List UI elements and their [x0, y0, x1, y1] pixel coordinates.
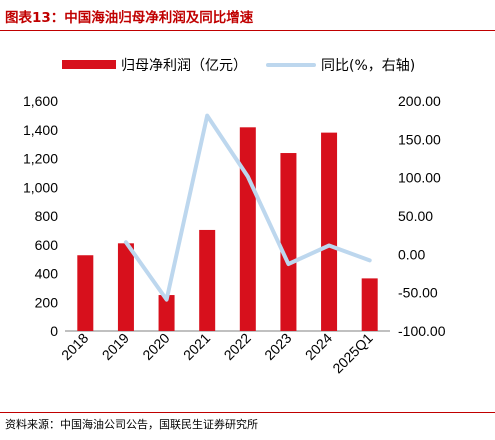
x-tick-label: 2024 — [302, 330, 335, 363]
bar — [361, 278, 378, 331]
bar — [199, 229, 216, 331]
bar-series — [77, 127, 378, 332]
x-tick-label: 2018 — [58, 330, 91, 363]
chart: 归母净利润（亿元） 同比(%，右轴) 0 200 400 600 800 1,000 1,20… — [23, 57, 446, 376]
y-left-tick-label: 800 — [35, 208, 59, 224]
bar — [117, 243, 134, 331]
x-tick-label: 2020 — [139, 330, 172, 363]
title-divider — [0, 30, 495, 31]
x-tick-label: 2021 — [180, 330, 213, 363]
axes: 0 200 400 600 800 1,000 1,200 1,400 1,600 -100.00… — [23, 93, 446, 376]
source-note: 资料来源：中国海油公司公告，国联民生证券研究所 — [5, 418, 258, 431]
x-tick-label: 2023 — [261, 330, 294, 363]
bar — [280, 153, 297, 331]
y-left-tick-label: 600 — [35, 237, 59, 253]
y-left-tick-label: 1,400 — [23, 122, 58, 138]
y-left-tick-label: 1,600 — [23, 93, 58, 109]
legend: 归母净利润（亿元） 同比(%，右轴) — [62, 57, 415, 74]
y-left-tick-label: 1,200 — [23, 151, 58, 167]
y-right-tick-label: -50.00 — [398, 285, 438, 301]
y-right-tick-label: 150.00 — [398, 131, 441, 147]
source-divider — [0, 412, 495, 413]
x-tick-label: 2019 — [99, 330, 132, 363]
y-right-tick-label: 0.00 — [398, 246, 425, 262]
bar — [321, 132, 338, 331]
bar — [239, 127, 256, 332]
bar — [158, 295, 175, 331]
y-left-tick-label: 400 — [35, 266, 59, 282]
y-right-tick-label: -100.00 — [398, 323, 446, 339]
chart-title: 图表13：中国海油归母净利润及同比增速 — [5, 10, 254, 26]
y-right-tick-label: 200.00 — [398, 93, 441, 109]
y-left-tick-label: 1,000 — [23, 179, 58, 195]
y-right-tick-label: 100.00 — [398, 170, 441, 186]
legend-label-net-profit: 归母净利润（亿元） — [121, 57, 247, 74]
line-series — [123, 113, 372, 302]
x-tick-label: 2025Q1 — [329, 330, 376, 377]
yoy-line — [123, 113, 372, 302]
legend-label-yoy: 同比(%，右轴) — [321, 58, 415, 74]
y-left-tick-label: 0 — [50, 323, 58, 339]
legend-swatch-net-profit — [62, 60, 116, 69]
bar — [77, 255, 94, 331]
y-right-tick-label: 50.00 — [398, 208, 433, 224]
x-tick-label: 2022 — [221, 330, 254, 363]
y-left-tick-label: 200 — [35, 294, 59, 310]
